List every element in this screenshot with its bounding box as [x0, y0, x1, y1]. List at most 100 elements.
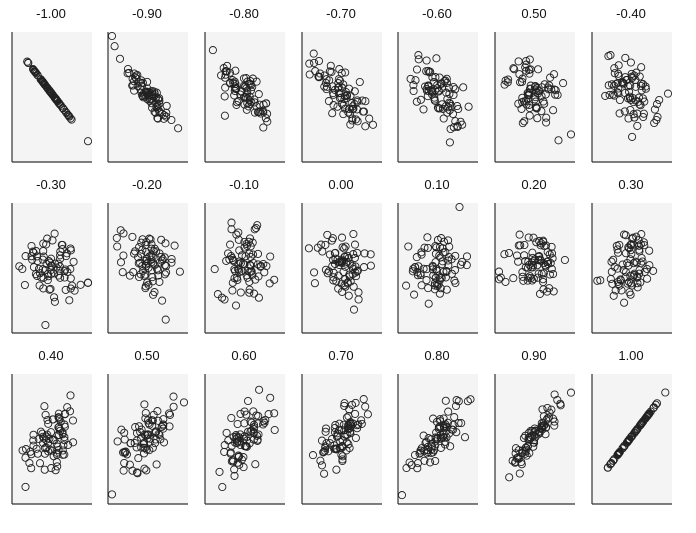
scatter-point	[504, 248, 514, 258]
scatter-point	[230, 465, 239, 474]
scatter-point	[556, 401, 565, 410]
scatter-point	[436, 253, 445, 262]
scatter-point	[623, 279, 632, 288]
scatter-point	[452, 395, 461, 405]
scatter-point	[39, 79, 48, 88]
scatter-point	[320, 469, 329, 478]
scatter-point	[136, 428, 145, 437]
scatter-point	[38, 432, 47, 441]
scatter-point	[435, 289, 444, 298]
scatter-point	[58, 428, 67, 437]
plot-area	[12, 203, 92, 333]
scatter-point	[423, 243, 432, 252]
scatter-point	[137, 79, 146, 88]
scatter-point	[21, 252, 30, 261]
scatter-point	[633, 121, 642, 130]
scatter-point	[221, 70, 230, 79]
scatter-point	[416, 446, 425, 455]
scatter-point	[640, 241, 649, 250]
scatter-point	[445, 242, 454, 251]
scatter-point	[48, 236, 57, 245]
scatter-point	[169, 402, 178, 411]
scatter-point	[453, 121, 462, 131]
scatter-point	[627, 69, 636, 78]
scatter-point	[304, 244, 313, 253]
scatter-point	[541, 423, 550, 432]
scatter-point	[175, 267, 184, 276]
scatter-point	[153, 114, 163, 123]
scatter-point	[359, 107, 369, 116]
scatter-point	[266, 393, 275, 402]
scatter-point	[532, 104, 541, 113]
scatter-point	[263, 109, 272, 118]
scatter-point	[150, 439, 160, 448]
scatter-point	[645, 261, 654, 270]
scatter-point	[28, 247, 37, 256]
scatter-point	[613, 264, 622, 273]
scatter-point	[453, 101, 462, 111]
scatter-point	[551, 90, 560, 99]
scatter-point	[605, 90, 614, 99]
scatter-point	[160, 111, 169, 120]
scatter-point	[148, 416, 157, 425]
scatter-point	[154, 429, 163, 439]
scatter-point	[221, 73, 230, 82]
scatter-point	[50, 293, 59, 302]
scatter-point	[409, 86, 418, 96]
scatter-point	[348, 264, 358, 273]
scatter-point	[224, 249, 233, 258]
plot-area	[12, 374, 92, 504]
scatter-point	[357, 416, 366, 425]
scatter-point	[433, 282, 442, 291]
scatter-point	[441, 248, 450, 257]
scatter-point	[514, 241, 523, 250]
scatter-point	[244, 237, 253, 246]
scatter-point	[435, 423, 444, 432]
scatter-point	[460, 433, 470, 442]
scatter-point	[46, 284, 55, 293]
scatter-point	[432, 54, 441, 63]
scatter-point	[42, 240, 51, 249]
scatter-point	[629, 259, 638, 268]
scatter-point	[246, 77, 255, 86]
scatter-point	[237, 251, 247, 260]
scatter-point	[437, 234, 446, 243]
scatter-point	[525, 272, 535, 281]
scatter-point	[107, 490, 117, 499]
scatter-point	[24, 58, 33, 68]
scatter-point	[228, 278, 237, 287]
scatter-point	[225, 79, 235, 88]
scatter-point	[350, 87, 359, 96]
scatter-point	[131, 73, 140, 82]
scatter-point	[626, 290, 635, 299]
scatter-point	[630, 113, 639, 122]
scatter-point	[411, 76, 420, 85]
scatter-point	[35, 281, 44, 290]
plot-area	[205, 374, 285, 504]
scatter-point	[305, 59, 314, 68]
scatter-point	[526, 65, 535, 74]
scatter-point	[361, 122, 370, 131]
scatter-point	[162, 101, 171, 110]
scatter-point	[208, 46, 217, 55]
scatter-point	[431, 241, 440, 251]
scatter-point	[626, 240, 635, 249]
scatter-panel	[11, 203, 93, 334]
scatter-point	[155, 94, 164, 103]
scatter-point	[529, 442, 538, 451]
scatter-point	[543, 414, 552, 423]
scatter-point	[333, 102, 342, 111]
scatter-point	[428, 442, 437, 451]
scatter-point	[422, 86, 432, 95]
scatter-point	[417, 444, 426, 453]
scatter-point	[248, 250, 258, 259]
scatter-point	[249, 425, 258, 434]
scatter-point	[520, 251, 529, 260]
panel-title: 1.00	[618, 348, 644, 363]
scatter-point	[533, 261, 542, 270]
scatter-point	[53, 431, 62, 440]
scatter-point	[259, 417, 268, 426]
scatter-point	[547, 249, 557, 258]
scatter-point	[43, 415, 52, 425]
scatter-point	[140, 400, 149, 409]
